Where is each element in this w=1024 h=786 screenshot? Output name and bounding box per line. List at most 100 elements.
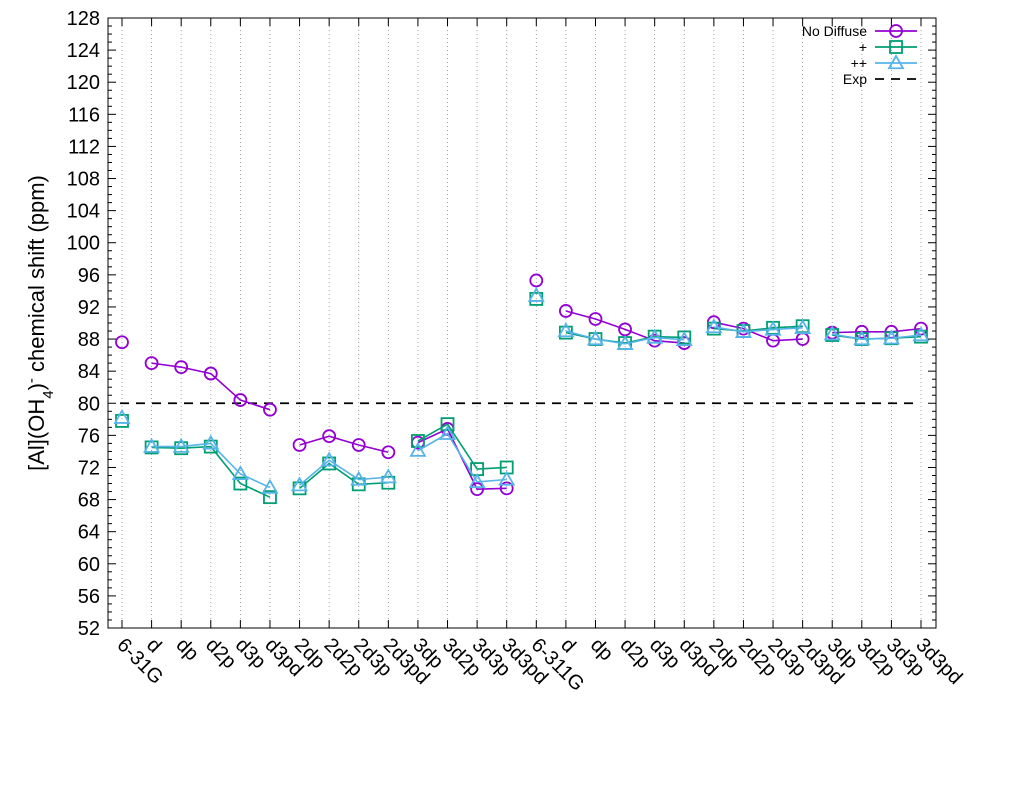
y-tick-label: 56 [78,586,100,608]
x-tick-label: dp [172,634,203,665]
x-tick-label: d2p [201,634,240,673]
data-point [115,335,129,350]
data-point [558,304,573,318]
series-line [151,445,271,498]
y-tick-label: 124 [67,40,100,62]
data-point [291,476,309,492]
data-point [320,451,338,467]
data-point [705,318,723,334]
data-point [616,335,634,351]
data-point [174,360,189,375]
data-point [379,468,397,484]
y-tick-label: 80 [78,393,100,415]
series-1 [115,273,928,497]
x-tick-label: d3p [645,634,684,673]
x-tick-label: d3p [231,634,270,673]
data-point [498,470,516,486]
data-point [527,286,545,302]
series-layer [113,273,930,505]
data-point [586,330,605,346]
data-point [438,424,457,440]
y-tick-label: 64 [78,522,100,544]
data-point [675,331,693,347]
data-point [529,273,544,288]
series-line [713,326,803,333]
y-tick-label: 120 [67,72,100,94]
y-tick-label: 104 [67,201,100,223]
data-point [411,434,425,448]
data-point [172,437,190,453]
legend-marker [889,24,903,38]
series-line [417,423,507,470]
data-point [470,482,485,497]
plot-frame [107,17,937,629]
data-point [468,473,486,489]
y-tick-label: 96 [78,265,100,287]
series-line [565,310,685,344]
y-tick-label: 60 [78,554,100,576]
series-2 [115,292,928,505]
y-tick-label: 116 [68,104,100,126]
ylabel-prefix: [Al](OH [24,399,49,471]
legend-label: Exp [843,71,867,87]
data-point [440,417,455,432]
series-line [299,435,389,454]
data-point [203,366,218,381]
data-point [351,438,366,452]
series-line [832,333,922,340]
x-tick-label: dp [586,634,617,665]
y-tick-label: 52 [78,618,100,640]
data-point [823,325,841,341]
data-point [202,434,220,450]
data-point [350,470,368,486]
data-point [557,322,575,338]
legend-label: No Diffuse [802,23,867,39]
y-tick-label: 84 [78,361,100,383]
y-tick-label: 88 [78,329,100,351]
ylabel-mid: ) [24,383,49,390]
legend-label: + [859,39,867,55]
series-line [565,330,685,345]
y-axis: 52 56 60 64 68 72 76 80 84 88 92 96 100 104 108 112 116 1… [67,8,936,640]
series-line [713,321,803,342]
series-3 [113,286,930,494]
data-point [914,321,928,336]
data-point [734,323,752,338]
y-tick-label: 68 [78,490,100,512]
legend-marker [887,54,905,70]
data-point [144,356,159,371]
x-tick-label: d2p [616,634,655,673]
data-point [231,465,249,481]
data-point [499,481,514,496]
ylabel-sup: - [23,378,40,383]
data-point [588,312,603,326]
data-point [853,330,871,346]
series-line [417,432,507,483]
data-point [263,490,277,505]
y-tick-label: 92 [78,297,100,319]
data-point [263,402,277,417]
data-point [261,478,279,494]
data-point [794,319,812,334]
data-point [233,476,248,491]
y-tick-label: 100 [67,233,100,255]
series-line [299,459,389,486]
y-tick-label: 72 [78,457,100,479]
data-point [912,326,930,342]
legend-label: ++ [851,55,867,71]
data-point [646,328,664,344]
ylabel-sub: 4 [40,390,57,398]
data-point [174,441,189,456]
series-line [832,327,922,334]
series-line [299,462,389,489]
series-line [151,442,271,489]
data-point [409,441,427,457]
y-tick-label: 128 [67,8,100,30]
y-tick-label: 108 [67,169,100,191]
y-tick-label: 112 [68,136,100,158]
legend: No Diffuse+++Exp [802,23,917,87]
data-point [882,329,900,345]
data-point [143,437,161,453]
data-point [764,320,782,336]
